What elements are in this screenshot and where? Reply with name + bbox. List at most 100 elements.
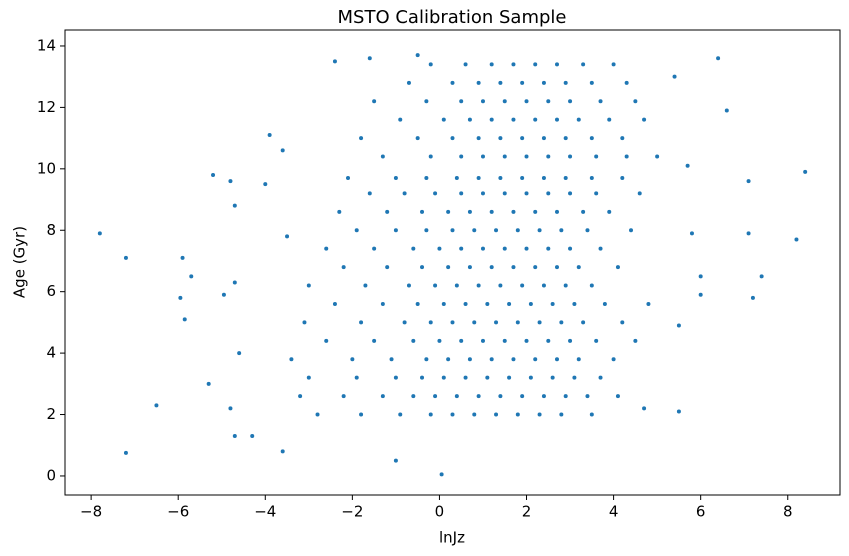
point (480, 99, 485, 104)
point (615, 394, 620, 399)
point (372, 338, 377, 343)
point (559, 412, 564, 417)
point (563, 176, 568, 181)
point (546, 154, 551, 159)
point (428, 154, 433, 159)
point (502, 338, 507, 343)
y-tick-label: 6 (46, 282, 56, 300)
point (433, 191, 438, 196)
point (385, 209, 390, 214)
point (393, 176, 398, 181)
point (554, 117, 559, 122)
point (507, 301, 512, 306)
point (568, 99, 573, 104)
point (642, 406, 647, 411)
point (441, 375, 446, 380)
point (182, 317, 187, 322)
point (546, 191, 551, 196)
point (724, 108, 729, 113)
point (380, 394, 385, 399)
point (598, 375, 603, 380)
x-tick-label: 2 (522, 503, 532, 521)
point (476, 394, 481, 399)
point (554, 265, 559, 270)
point (250, 434, 255, 439)
point (367, 191, 372, 196)
point (602, 301, 607, 306)
point (372, 246, 377, 251)
point (572, 375, 577, 380)
point (446, 209, 451, 214)
point (507, 375, 512, 380)
point (576, 117, 581, 122)
point (633, 99, 638, 104)
point (594, 338, 599, 343)
point (406, 80, 411, 85)
point (485, 301, 490, 306)
point (332, 301, 337, 306)
point (611, 357, 616, 362)
point (178, 295, 183, 300)
point (354, 375, 359, 380)
point (459, 99, 464, 104)
point (393, 228, 398, 233)
point (581, 320, 586, 325)
point (520, 176, 525, 181)
point (221, 292, 226, 297)
point (524, 338, 529, 343)
point (459, 338, 464, 343)
point (454, 283, 459, 288)
x-tick-label: −4 (254, 503, 276, 521)
point (228, 406, 233, 411)
point (624, 80, 629, 85)
point (528, 375, 533, 380)
point (454, 176, 459, 181)
point (285, 234, 290, 239)
point (415, 136, 420, 141)
point (420, 375, 425, 380)
point (676, 323, 681, 328)
point (589, 412, 594, 417)
point (428, 62, 433, 67)
point (280, 148, 285, 153)
point (594, 154, 599, 159)
point (511, 117, 516, 122)
point (472, 320, 477, 325)
point (337, 209, 342, 214)
point (598, 246, 603, 251)
point (515, 412, 520, 417)
point (489, 117, 494, 122)
point (546, 99, 551, 104)
point (589, 176, 594, 181)
point (568, 338, 573, 343)
point (450, 136, 455, 141)
point (459, 154, 464, 159)
x-tick-label: 8 (783, 503, 793, 521)
point (476, 283, 481, 288)
chart-title: MSTO Calibration Sample (338, 7, 567, 28)
point (607, 209, 612, 214)
point (511, 357, 516, 362)
point (511, 209, 516, 214)
y-tick-label: 4 (46, 344, 56, 362)
point (550, 301, 555, 306)
point (546, 338, 551, 343)
point (341, 265, 346, 270)
point (341, 394, 346, 399)
point (298, 394, 303, 399)
point (411, 338, 416, 343)
point (568, 246, 573, 251)
point (541, 394, 546, 399)
point (411, 394, 416, 399)
point (389, 357, 394, 362)
point (637, 191, 642, 196)
point (537, 228, 542, 233)
x-tick-label: 6 (696, 503, 706, 521)
point (420, 265, 425, 270)
point (424, 99, 429, 104)
point (324, 246, 329, 251)
point (411, 246, 416, 251)
point (480, 191, 485, 196)
point (402, 191, 407, 196)
